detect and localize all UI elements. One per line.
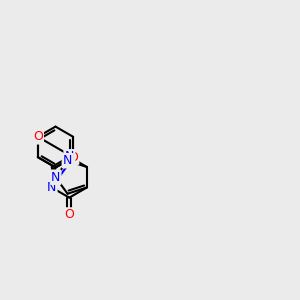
Text: N: N — [51, 171, 60, 184]
Text: O: O — [33, 130, 43, 143]
Text: O: O — [64, 208, 74, 221]
Text: N: N — [47, 181, 56, 194]
Text: N: N — [63, 154, 72, 167]
Text: N: N — [64, 150, 74, 163]
Text: O: O — [68, 151, 78, 164]
